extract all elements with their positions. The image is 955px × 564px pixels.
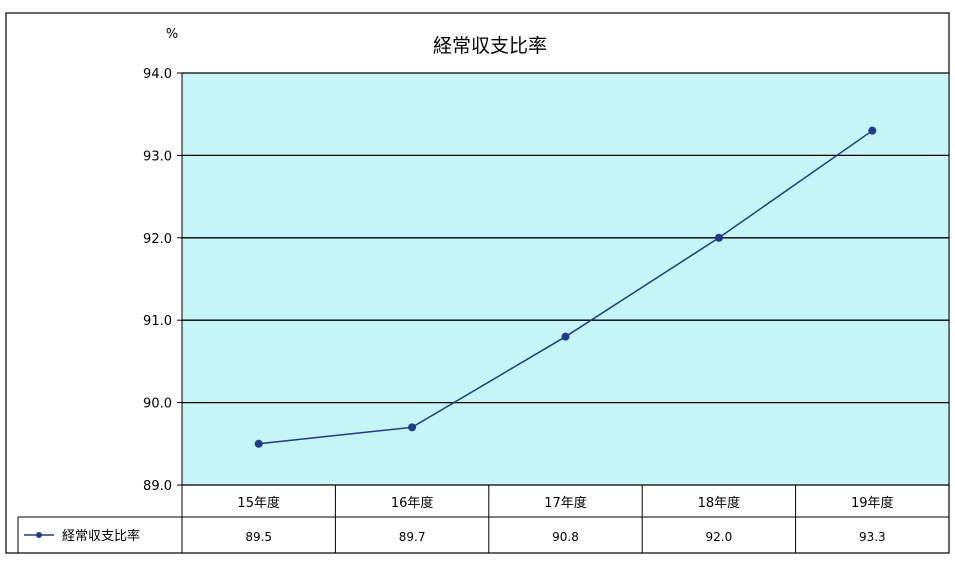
x-category-label: 15年度 (237, 495, 280, 511)
data-point (254, 439, 263, 448)
data-table: 15年度 16年度 17年度 18年度 19年度 89.5 89.7 90.8 92.0 93.3… (17, 484, 950, 554)
table-value-cell: 89.5 (245, 530, 272, 544)
y-tick-label: 91.0 (143, 314, 172, 329)
legend-series-name: 経常収支比率 (62, 528, 140, 544)
data-point (561, 332, 570, 341)
table-value-cell: 89.7 (399, 530, 426, 544)
x-category-label: 16年度 (391, 495, 434, 511)
chart-title: 経常収支比率 (433, 35, 547, 57)
table-value-cell: 93.3 (859, 530, 886, 544)
y-axis-ticks: 89.0 90.0 91.0 92.0 93.0 94.0 (143, 67, 182, 494)
y-axis-unit-label: % (166, 27, 178, 42)
series-layer (254, 126, 877, 448)
table-value-cell: 92.0 (706, 530, 733, 544)
x-category-label: 19年度 (851, 495, 894, 511)
x-category-label: 18年度 (698, 495, 741, 511)
x-category-label: 17年度 (544, 495, 587, 511)
y-tick-label: 90.0 (143, 397, 172, 412)
legend-marker-key (36, 532, 42, 538)
y-tick-label: 92.0 (143, 232, 172, 247)
y-tick-label: 89.0 (143, 479, 172, 494)
table-value-cell: 90.8 (552, 530, 579, 544)
y-tick-label: 94.0 (143, 67, 172, 82)
data-point (408, 423, 417, 432)
data-point (714, 233, 723, 242)
data-point (868, 126, 877, 135)
y-tick-label: 93.0 (143, 149, 172, 164)
plot-area (181, 72, 950, 486)
